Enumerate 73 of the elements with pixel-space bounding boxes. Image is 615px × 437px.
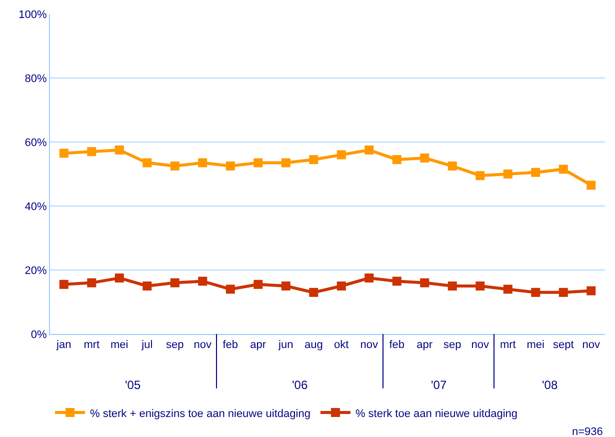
x-tick-label: sep [166, 339, 184, 352]
point [476, 171, 485, 180]
legend-label: % sterk + enigszins toe aan nieuwe uitdaging [90, 408, 310, 420]
point [254, 158, 263, 168]
point [392, 155, 402, 164]
point [254, 280, 263, 289]
point [531, 288, 540, 297]
x-tick-label: nov [582, 339, 600, 352]
point [420, 154, 430, 162]
x-tick-label: feb [389, 339, 405, 352]
x-tick-label: mei [526, 339, 544, 352]
point [558, 164, 568, 174]
x-tick-label: mrt [84, 339, 100, 352]
x-tick-label: nov [360, 339, 378, 352]
point [586, 180, 596, 190]
point [170, 278, 180, 288]
point [558, 288, 568, 297]
x-tick-label: sep [444, 339, 462, 352]
point [114, 274, 124, 282]
y-tick-label: 40% [24, 200, 48, 213]
point [59, 148, 68, 158]
point [198, 158, 208, 168]
y-tick-label: 0% [30, 328, 48, 341]
point [586, 286, 596, 296]
point [448, 162, 457, 170]
point [198, 276, 208, 286]
x-tick-label: feb [222, 339, 238, 352]
point [476, 282, 485, 290]
x-tick-label: apr [250, 339, 266, 352]
x-tick-label: mrt [500, 339, 516, 352]
text: '05 [125, 378, 141, 392]
text: '08 [542, 378, 558, 392]
point [503, 284, 512, 294]
point [309, 288, 318, 297]
point [336, 150, 346, 160]
text: '06 [292, 378, 308, 392]
y-tick-label: 60% [24, 136, 48, 149]
x-tick-label: sept [552, 339, 574, 352]
point [226, 284, 235, 294]
point [448, 282, 457, 290]
point [420, 278, 430, 288]
point [531, 168, 540, 177]
x-tick-label: jan [56, 339, 72, 352]
point [142, 282, 152, 290]
y-tick-label: 100% [18, 8, 48, 21]
x-tick-label: aug [304, 339, 323, 352]
point [503, 170, 512, 178]
point [281, 158, 290, 168]
x-tick-label: jul [140, 339, 153, 352]
point [281, 282, 290, 290]
point [309, 155, 318, 164]
point [364, 146, 374, 154]
x-tick-label: nov [194, 339, 212, 352]
point [142, 158, 152, 168]
x-tick-label: jun [278, 339, 294, 352]
point [87, 147, 96, 156]
x-tick-label: mei [110, 339, 128, 352]
y-tick-label: 80% [24, 72, 48, 85]
point [392, 276, 402, 286]
point [226, 162, 235, 170]
point [336, 282, 346, 290]
point [87, 278, 96, 288]
text: '07 [431, 378, 447, 392]
x-tick-label: apr [416, 339, 433, 352]
legend-label: % sterk toe aan nieuwe uitdaging [355, 408, 518, 420]
text: n=936 [572, 426, 603, 437]
x-tick-label: nov [471, 339, 490, 352]
point [59, 280, 68, 289]
x-tick-label: okt [334, 339, 349, 352]
y-tick-label: 20% [24, 264, 48, 277]
point [170, 162, 180, 170]
point [364, 274, 374, 282]
point [114, 146, 124, 154]
